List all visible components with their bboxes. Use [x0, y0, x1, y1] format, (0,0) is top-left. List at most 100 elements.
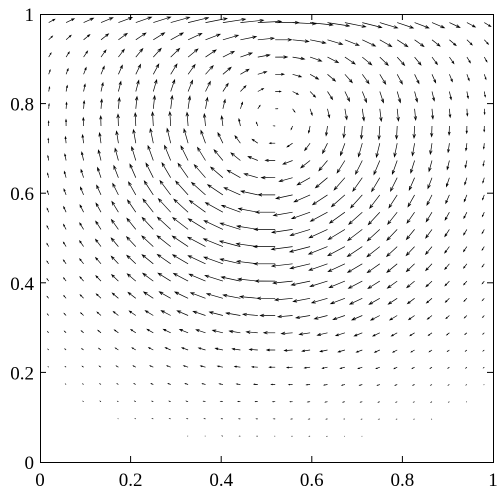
field-arrow [314, 177, 328, 189]
field-arrow [407, 315, 415, 321]
field-arrow [182, 365, 189, 368]
field-arrow [385, 246, 398, 258]
field-arrow [170, 47, 181, 58]
field-arrow [125, 236, 137, 247]
field-arrow [429, 384, 433, 386]
field-arrow [255, 121, 259, 127]
field-arrow [407, 194, 415, 208]
field-arrow [80, 151, 84, 161]
field-arrow [170, 78, 176, 92]
field-arrow [170, 63, 178, 75]
field-arrow [118, 48, 125, 58]
field-arrow [303, 366, 311, 369]
field-arrow [95, 202, 102, 213]
field-arrow [481, 280, 485, 285]
field-arrow [175, 180, 189, 196]
field-arrow [289, 263, 311, 270]
field-arrow [449, 39, 457, 47]
field-arrow [466, 74, 470, 82]
field-arrow [252, 244, 276, 249]
field-arrow [252, 383, 258, 386]
field-arrow [379, 56, 389, 66]
field-arrow [406, 298, 415, 305]
field-arrow [396, 56, 406, 67]
field-arrow [83, 50, 89, 58]
field-arrow [368, 297, 380, 305]
field-arrow [144, 310, 154, 316]
field-arrow [131, 347, 136, 351]
field-arrow [63, 330, 67, 334]
field-arrow [188, 273, 206, 282]
field-arrow [220, 276, 241, 282]
field-arrow [275, 108, 279, 110]
field-arrow [79, 204, 84, 213]
field-arrow [254, 279, 276, 283]
field-arrow [425, 229, 433, 239]
field-arrow [64, 383, 67, 385]
field-arrow [114, 147, 119, 161]
field-arrow [126, 199, 137, 213]
field-arrow [94, 256, 102, 265]
field-arrow [463, 298, 468, 303]
field-arrow [64, 365, 67, 368]
field-arrow [330, 194, 346, 208]
field-arrow [79, 312, 84, 316]
field-arrow [80, 186, 84, 196]
field-arrow [307, 246, 328, 255]
field-arrow [129, 163, 137, 178]
field-arrow [426, 194, 433, 207]
field-arrow [149, 365, 154, 368]
field-arrow [310, 39, 327, 44]
field-arrow [377, 401, 380, 403]
field-arrow [362, 22, 383, 29]
field-arrow [387, 211, 398, 225]
field-arrow [128, 310, 136, 316]
field-arrow [97, 166, 102, 178]
field-arrow [449, 22, 461, 28]
field-arrow [240, 35, 258, 41]
field-arrow [47, 172, 50, 178]
field-arrow [47, 137, 50, 144]
field-arrow [152, 94, 156, 109]
field-arrow [387, 298, 398, 305]
field-arrow [158, 291, 171, 299]
x-axis-ticks: 0 0.2 0.4 0.6 0.8 1 [35, 14, 498, 491]
field-arrow [430, 125, 434, 138]
field-arrow [290, 125, 293, 131]
field-arrow [222, 50, 236, 58]
field-arrow [369, 194, 381, 209]
x-tick-label: 1 [488, 470, 498, 491]
field-arrow [394, 384, 398, 386]
field-arrow [329, 297, 346, 305]
field-arrow [298, 332, 311, 336]
field-arrow [46, 260, 49, 264]
field-arrow [98, 365, 102, 368]
field-arrow [219, 400, 223, 403]
field-arrow [327, 229, 346, 241]
field-arrow [208, 311, 223, 316]
field-arrow [275, 194, 293, 200]
field-arrow [483, 125, 486, 133]
field-arrow [48, 85, 51, 92]
field-arrow [449, 91, 452, 101]
field-arrow [218, 383, 223, 385]
field-arrow [80, 330, 84, 334]
field-arrow [170, 32, 185, 41]
field-arrow [100, 33, 110, 41]
field-arrow [357, 143, 363, 158]
field-arrow [222, 34, 240, 41]
field-arrow [257, 71, 268, 75]
field-arrow [190, 181, 206, 196]
field-arrow [393, 366, 398, 370]
y-tick-label: 0.2 [10, 363, 34, 384]
field-arrow [240, 18, 265, 23]
field-arrow [183, 127, 189, 144]
field-arrow [96, 184, 102, 196]
field-arrow [270, 263, 293, 268]
x-tick-label: 0.8 [391, 470, 415, 491]
field-arrow [64, 118, 68, 127]
field-arrow [262, 331, 276, 335]
field-arrow [63, 205, 67, 213]
field-arrow [352, 177, 363, 193]
field-arrow [280, 331, 293, 336]
